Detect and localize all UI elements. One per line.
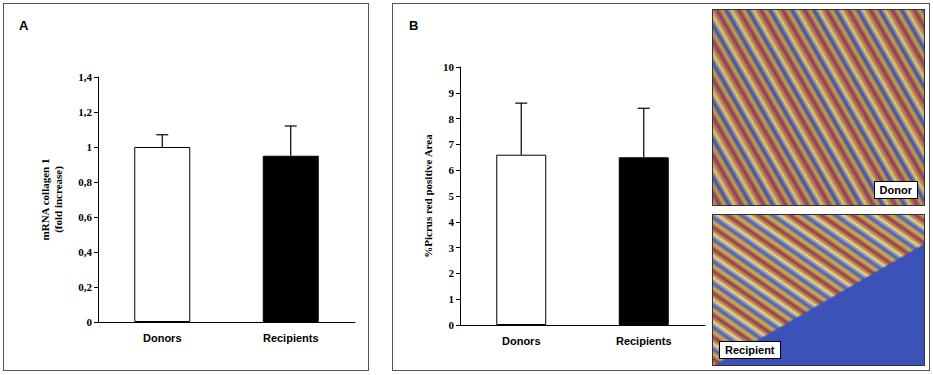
svg-text:8: 8: [449, 113, 455, 125]
svg-text:1,2: 1,2: [78, 106, 92, 118]
svg-text:10: 10: [443, 61, 455, 73]
svg-text:1,4: 1,4: [78, 71, 92, 83]
svg-text:1: 1: [87, 141, 93, 153]
svg-text:3: 3: [449, 242, 455, 254]
svg-text:mRNA collagen 1: mRNA collagen 1: [39, 159, 51, 241]
svg-text:0,4: 0,4: [78, 246, 92, 258]
svg-text:(fold increase): (fold increase): [52, 166, 65, 233]
svg-text:9: 9: [449, 87, 455, 99]
svg-text:4: 4: [449, 216, 455, 228]
svg-text:B: B: [409, 18, 418, 33]
svg-text:A: A: [19, 18, 29, 33]
svg-text:Recipients: Recipients: [263, 332, 319, 344]
svg-text:%Picrus red positive Area: %Picrus red positive Area: [422, 134, 434, 258]
svg-text:1: 1: [449, 293, 455, 305]
svg-text:0: 0: [87, 316, 93, 328]
svg-text:0,8: 0,8: [78, 176, 92, 188]
html-text:Recipient: Recipient: [725, 344, 775, 356]
svg-text:Recipients: Recipients: [616, 335, 672, 347]
svg-text:5: 5: [449, 190, 455, 202]
svg-text:6: 6: [449, 164, 455, 176]
svg-text:2: 2: [449, 267, 455, 279]
svg-text:7: 7: [449, 138, 455, 150]
svg-text:0,6: 0,6: [78, 211, 92, 223]
svg-text:0: 0: [449, 319, 455, 331]
html-text:Donor: Donor: [879, 184, 912, 196]
svg-text:Donors: Donors: [143, 332, 182, 344]
svg-text:0,2: 0,2: [78, 281, 92, 293]
svg-text:Donors: Donors: [502, 335, 541, 347]
